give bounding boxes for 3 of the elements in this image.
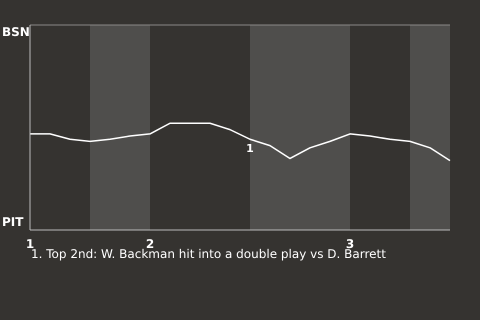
- text: PIT: [2, 215, 24, 229]
- annotation: 1: [246, 142, 254, 156]
- text: BSN: [2, 25, 30, 39]
